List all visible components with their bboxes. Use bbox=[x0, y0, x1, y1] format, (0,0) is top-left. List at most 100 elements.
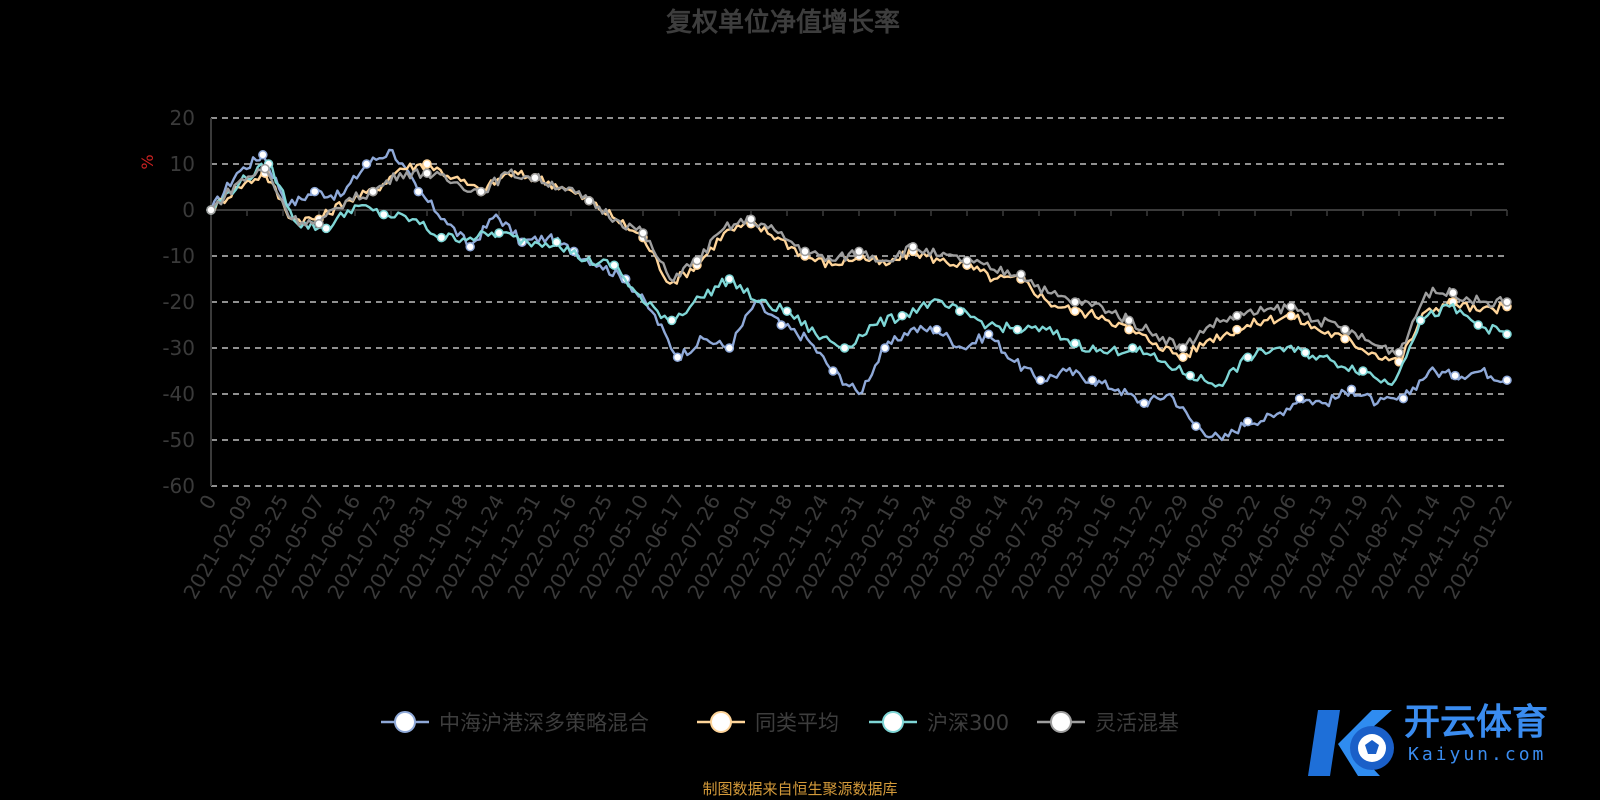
y-tick-label: -60 bbox=[162, 474, 195, 498]
data-point bbox=[800, 246, 810, 257]
legend-label: 沪深300 bbox=[927, 711, 1009, 735]
data-point bbox=[422, 159, 432, 169]
data-point bbox=[361, 159, 372, 169]
series-line bbox=[210, 162, 1508, 363]
data-point bbox=[206, 205, 216, 215]
data-point bbox=[476, 186, 486, 197]
data-point bbox=[1502, 375, 1512, 385]
data-point bbox=[1124, 324, 1134, 335]
data-point bbox=[465, 242, 475, 252]
y-tick-label: -50 bbox=[162, 428, 195, 452]
data-point bbox=[1286, 301, 1296, 312]
kaiyun-logo: 开云体育 Kaiyun.com bbox=[1308, 702, 1548, 776]
data-point bbox=[897, 311, 907, 321]
data-point bbox=[1502, 329, 1512, 339]
legend-item[interactable]: 灵活混基 bbox=[1037, 711, 1179, 735]
data-source-note: 制图数据来自恒生聚源数据库 bbox=[702, 780, 898, 798]
legend-label: 中海沪港深多策略混合 bbox=[439, 711, 649, 735]
data-point bbox=[1070, 338, 1080, 349]
data-point bbox=[1012, 324, 1023, 335]
data-point bbox=[413, 186, 424, 197]
data-point bbox=[1473, 320, 1483, 330]
data-point bbox=[1294, 393, 1305, 404]
data-point bbox=[1243, 416, 1253, 427]
data-point bbox=[839, 343, 850, 353]
logo-text: 开云体育 bbox=[1404, 702, 1548, 743]
data-point bbox=[1070, 306, 1080, 316]
legend[interactable]: 中海沪港深多策略混合 同类平均 沪深300 灵活混基 bbox=[381, 711, 1179, 735]
data-point bbox=[667, 315, 677, 326]
data-point bbox=[1035, 375, 1046, 385]
legend-label: 同类平均 bbox=[755, 711, 839, 735]
data-point bbox=[1191, 421, 1201, 431]
logo-k-icon bbox=[1308, 710, 1340, 776]
data-point bbox=[1178, 343, 1188, 353]
data-point bbox=[782, 306, 792, 316]
y-tick-label: -30 bbox=[162, 336, 195, 360]
data-point bbox=[880, 343, 890, 353]
data-point bbox=[1232, 324, 1242, 335]
data-point bbox=[1502, 297, 1512, 307]
chart-title: 复权单位净值增长率 bbox=[666, 7, 900, 38]
data-point bbox=[1139, 398, 1149, 408]
data-point bbox=[724, 343, 735, 353]
data-point bbox=[436, 232, 447, 243]
y-tick-label: -20 bbox=[162, 290, 195, 314]
data-point bbox=[854, 246, 864, 257]
data-point bbox=[1185, 370, 1195, 381]
y-tick-label: -40 bbox=[162, 382, 195, 406]
data-point bbox=[379, 209, 389, 220]
data-point bbox=[692, 255, 702, 266]
legend-marker bbox=[710, 711, 732, 733]
data-point bbox=[422, 168, 432, 178]
legend-label: 灵活混基 bbox=[1095, 711, 1179, 735]
data-point bbox=[1070, 297, 1080, 307]
series-line bbox=[209, 148, 1508, 442]
data-point bbox=[368, 186, 378, 197]
data-point bbox=[1300, 347, 1311, 358]
data-point bbox=[309, 186, 320, 197]
legend-item[interactable]: 沪深300 bbox=[869, 711, 1009, 735]
series-lines bbox=[206, 148, 1512, 442]
legend-item[interactable]: 中海沪港深多策略混合 bbox=[381, 711, 649, 735]
data-point bbox=[908, 242, 918, 252]
logo-subtext: Kaiyun.com bbox=[1408, 744, 1546, 765]
data-point bbox=[530, 173, 540, 183]
data-point bbox=[1415, 315, 1426, 326]
data-point bbox=[1340, 324, 1350, 335]
data-point bbox=[258, 150, 268, 160]
data-point bbox=[1448, 288, 1458, 298]
data-point bbox=[828, 366, 838, 376]
legend-marker bbox=[882, 711, 904, 733]
legend-item[interactable]: 同类平均 bbox=[697, 711, 839, 735]
data-point bbox=[1127, 343, 1138, 353]
data-point bbox=[724, 274, 735, 284]
data-point bbox=[314, 219, 324, 229]
data-point bbox=[1124, 315, 1134, 326]
data-point bbox=[932, 324, 942, 335]
data-point bbox=[1178, 352, 1188, 362]
y-tick-label: -10 bbox=[162, 244, 195, 268]
data-point bbox=[1016, 269, 1026, 280]
data-point bbox=[1394, 347, 1404, 358]
y-axis-ticks: 20 10 0 -10 -20 -30 -40 -50 -60 bbox=[162, 106, 195, 498]
data-point bbox=[584, 196, 594, 206]
data-point bbox=[1243, 352, 1253, 362]
data-point bbox=[746, 214, 756, 224]
y-axis-label: % bbox=[138, 154, 157, 169]
series-line bbox=[210, 162, 1508, 388]
data-point bbox=[638, 228, 648, 238]
y-tick-label: 20 bbox=[170, 106, 195, 130]
data-point bbox=[1398, 393, 1409, 404]
data-point bbox=[321, 223, 331, 234]
data-point bbox=[955, 306, 965, 316]
data-point bbox=[1450, 370, 1460, 381]
y-tick-label: 0 bbox=[182, 198, 195, 222]
x-tick-label: 0 bbox=[194, 491, 221, 514]
data-point bbox=[551, 237, 562, 247]
data-point bbox=[609, 260, 619, 270]
legend-marker bbox=[394, 711, 416, 733]
data-point bbox=[260, 163, 270, 174]
y-tick-label: 10 bbox=[170, 152, 195, 176]
